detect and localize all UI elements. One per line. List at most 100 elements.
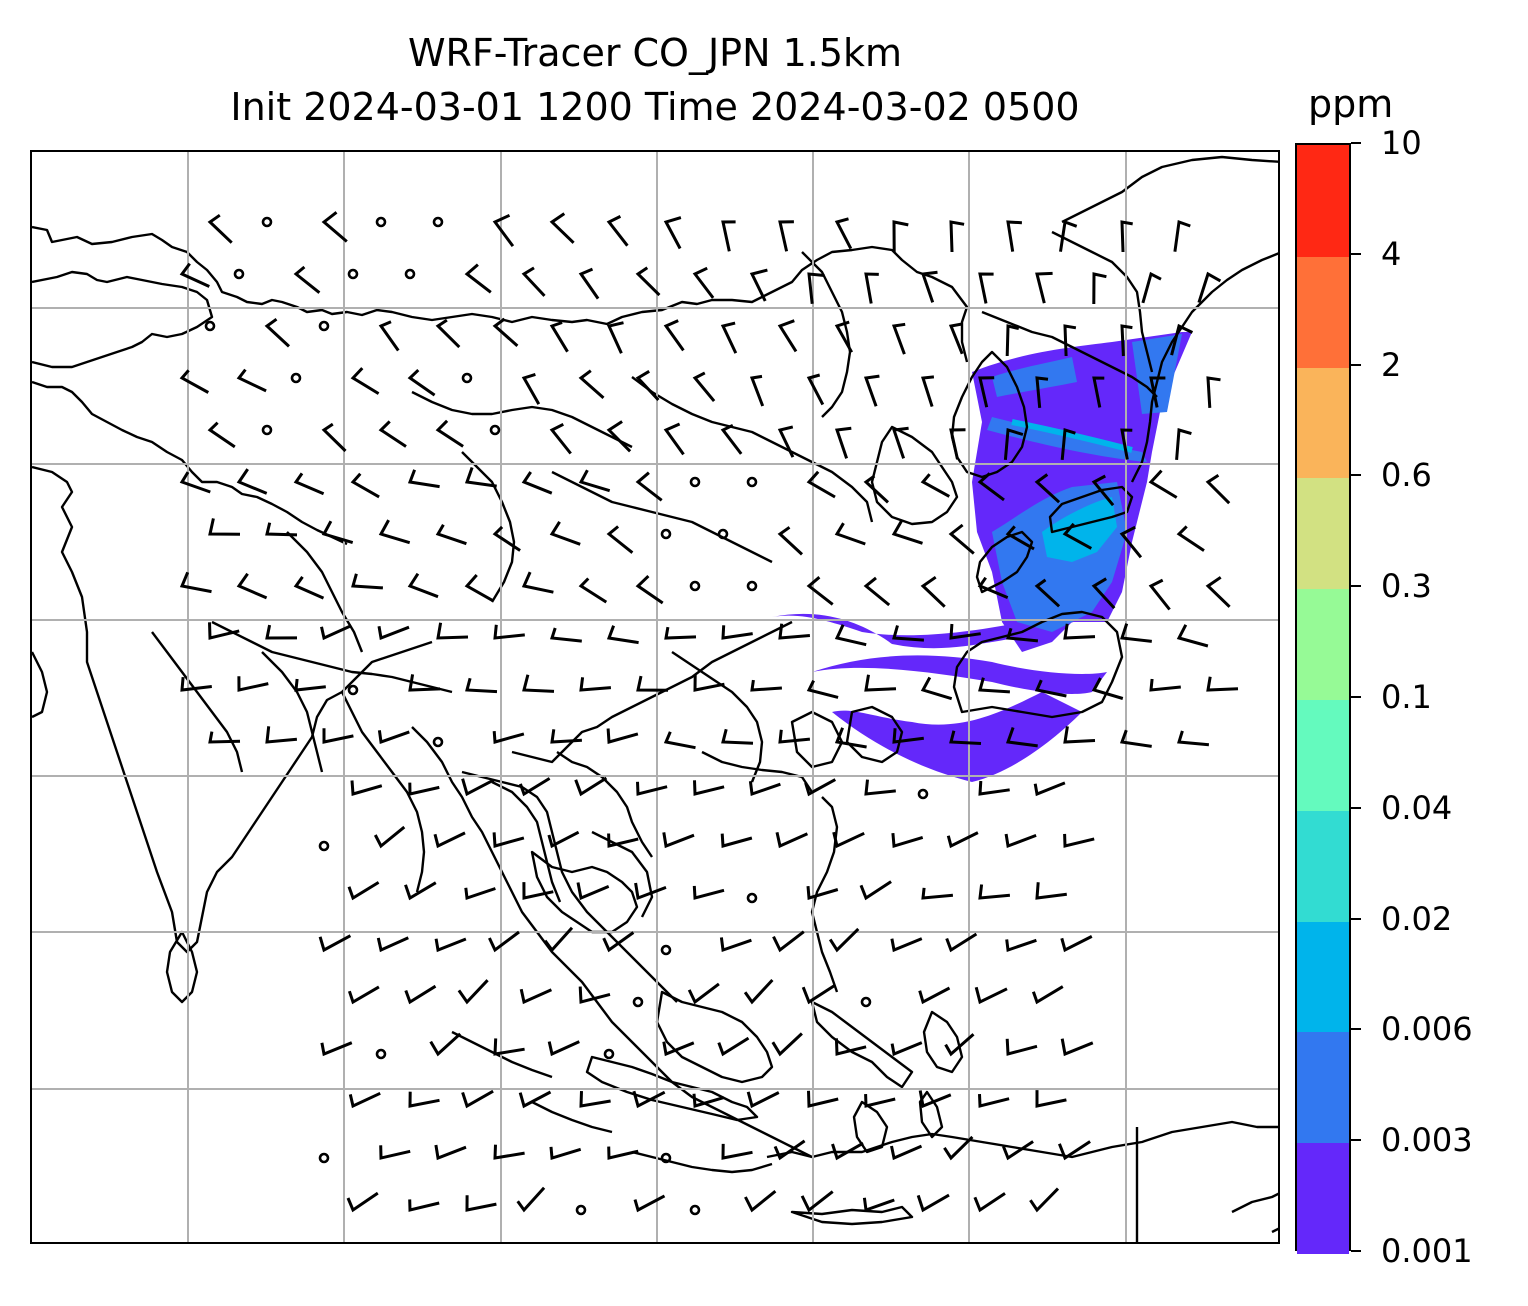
wind-barb	[518, 777, 551, 797]
map-canvas	[32, 152, 1278, 1242]
wind-calm-marker	[347, 268, 359, 280]
colorbar-tick	[1351, 363, 1361, 366]
wind-barb	[404, 984, 437, 1005]
wind-barb	[636, 781, 668, 796]
wind-barb	[1205, 473, 1231, 505]
wind-barb	[662, 832, 695, 849]
wind-barb	[522, 674, 555, 693]
wind-barb	[1177, 730, 1210, 747]
wind-barb	[921, 375, 935, 408]
wind-barb	[606, 215, 629, 247]
wind-barb	[949, 220, 965, 253]
wind-barb	[778, 729, 811, 744]
wind-barb	[1035, 376, 1049, 409]
wind-barb	[834, 426, 852, 459]
wind-barb	[549, 422, 572, 455]
wind-calm-marker	[432, 216, 444, 228]
wind-barb	[863, 576, 891, 607]
wind-barb	[606, 321, 624, 354]
colorbar-segment	[1297, 588, 1349, 700]
wind-barb	[635, 266, 661, 297]
wind-barb	[663, 216, 682, 250]
colorbar-tick-label: 0.006	[1381, 1010, 1473, 1049]
colorbar-segment	[1297, 920, 1349, 1033]
wind-barb	[550, 627, 582, 643]
wind-calm-marker	[746, 580, 758, 592]
wind-barb	[948, 322, 964, 355]
colorbar-tick	[1351, 806, 1361, 809]
wind-barb	[549, 1146, 582, 1160]
wind-barb	[720, 321, 738, 354]
wind-barb	[579, 1091, 611, 1108]
wind-barb	[918, 986, 951, 1005]
wind-barb	[322, 728, 354, 744]
wind-barb	[692, 1093, 725, 1108]
wind-barb	[518, 1090, 552, 1109]
wind-barb	[606, 420, 632, 453]
wind-barb	[492, 317, 519, 348]
wind-barb	[834, 522, 866, 546]
wind-barb	[717, 1036, 750, 1057]
wind-barb	[492, 525, 521, 552]
wind-barb	[1005, 324, 1020, 357]
wind-barb	[831, 1141, 864, 1161]
wind-barb	[519, 988, 553, 1005]
wind-barb	[946, 831, 979, 849]
wind-barb	[264, 317, 291, 348]
wind-calm-marker	[347, 684, 359, 696]
wind-barb	[464, 574, 494, 603]
wind-barb	[949, 730, 982, 745]
wind-barb	[407, 469, 440, 489]
wind-barb	[492, 832, 525, 848]
wind-calm-marker	[375, 1048, 387, 1060]
colorbar-segment	[1297, 699, 1349, 811]
wind-barb	[208, 622, 240, 640]
wind-barb	[321, 520, 354, 545]
wind-barb	[1120, 623, 1152, 643]
wind-barb	[777, 425, 795, 458]
wind-calm-marker	[689, 1204, 701, 1216]
wind-barb	[918, 1090, 952, 1109]
wind-barb	[433, 831, 466, 849]
wind-barb	[464, 263, 492, 294]
wind-calm-marker	[660, 1152, 672, 1164]
wind-barb	[549, 321, 569, 353]
wind-barb	[1206, 676, 1239, 692]
wind-calm-marker	[746, 476, 758, 488]
wind-barb	[543, 926, 574, 953]
wind-barb	[1120, 220, 1133, 253]
wind-calm-marker	[318, 1152, 330, 1164]
wind-barb	[373, 825, 406, 849]
wind-barb	[1092, 376, 1105, 408]
colorbar-tick	[1351, 1250, 1361, 1252]
wind-barb	[1063, 833, 1095, 848]
wind-barb	[404, 881, 437, 901]
wind-calm-marker	[632, 996, 644, 1008]
wind-barb	[720, 833, 753, 848]
colorbar-segment	[1297, 477, 1349, 590]
wind-barb	[457, 979, 489, 1005]
wind-barb	[662, 1041, 695, 1057]
wind-barb	[721, 728, 754, 745]
wind-barb	[376, 936, 409, 953]
wind-barb	[237, 676, 269, 692]
wind-calm-marker	[860, 996, 872, 1008]
wind-barb	[721, 1143, 753, 1160]
colorbar-tick	[1351, 585, 1361, 588]
wind-calm-marker	[489, 424, 501, 436]
wind-barb	[350, 367, 380, 395]
wind-barb	[636, 675, 669, 692]
wind-barb	[179, 262, 210, 288]
colorbar-tick	[1351, 474, 1361, 477]
colorbar-tick	[1351, 696, 1361, 698]
wind-barb	[1063, 623, 1096, 640]
wind-barb	[719, 937, 752, 953]
wind-barb	[320, 1041, 353, 1057]
wind-barb	[408, 1199, 440, 1212]
colorbar-tick	[1351, 142, 1361, 144]
wind-barb	[921, 887, 954, 900]
wind-barb	[834, 217, 853, 250]
wind-barb	[464, 467, 497, 488]
colorbar-tick-label: 0.02	[1381, 899, 1453, 938]
wind-barb	[465, 677, 498, 694]
